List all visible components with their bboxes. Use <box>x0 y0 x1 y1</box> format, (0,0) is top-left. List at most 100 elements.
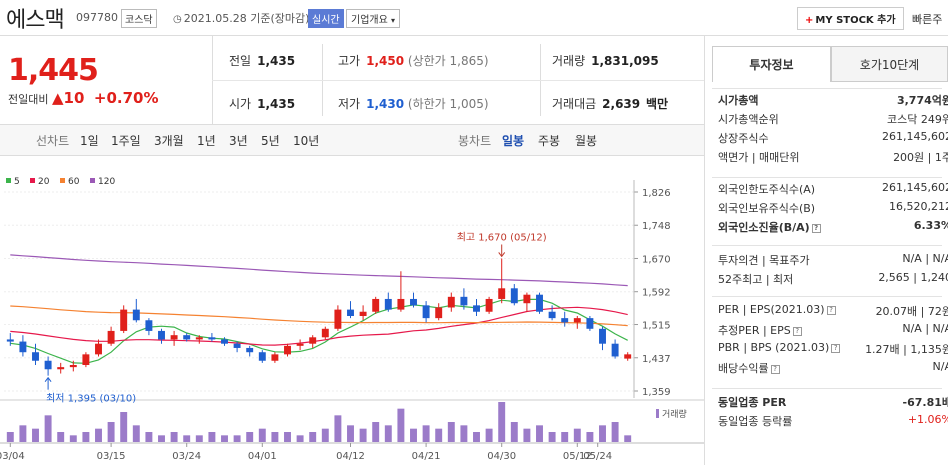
volume-bar <box>586 432 594 442</box>
help-icon[interactable]: ? <box>831 343 841 353</box>
legend-label: 5 <box>14 177 20 187</box>
stock-header <box>0 0 948 36</box>
candle-body <box>284 345 291 355</box>
help-icon[interactable]: ? <box>826 305 836 315</box>
volume-bar <box>435 428 443 442</box>
section-divider <box>712 177 942 178</box>
volume-label: 거래량 <box>662 408 687 420</box>
tab-3y[interactable]: 3년 <box>229 134 248 148</box>
candle-body <box>435 307 443 319</box>
y-tick-label: 1,592 <box>642 288 671 299</box>
line-chart-label: 선차트 <box>36 134 70 148</box>
info-value: N/A <box>932 360 948 373</box>
candle-body <box>447 296 455 308</box>
volume-bar <box>132 425 140 442</box>
ma-line-20 <box>10 306 628 346</box>
tab-investment-info[interactable]: 투자정보 <box>712 46 831 82</box>
info-label: 시가총액 <box>718 94 759 107</box>
tab-3m[interactable]: 3개월 <box>154 134 184 148</box>
y-tick-label: 1,826 <box>642 188 671 199</box>
min-arrow-icon <box>44 376 52 382</box>
info-row: 추정PER | EPS? N/A | N/A <box>718 322 948 341</box>
candle-body <box>195 337 203 340</box>
legend-swatch <box>90 178 95 183</box>
chart-legend: 5 20 60 120 <box>6 177 115 187</box>
volume-bar <box>447 422 455 442</box>
x-tick-label: 04/01 <box>248 451 277 462</box>
x-tick-label: 04/12 <box>336 451 365 462</box>
volume-legend-swatch <box>656 409 659 418</box>
up-arrow-icon: ▲ <box>51 89 64 107</box>
volume-bar <box>309 432 317 442</box>
help-icon[interactable]: ? <box>811 223 821 233</box>
open-price-value: 1,435 <box>257 97 296 111</box>
change-label: 전일대비 <box>8 93 49 106</box>
candlesticks <box>6 258 632 376</box>
change-percent: +0.70% <box>93 89 159 107</box>
tab-orderbook[interactable]: 호가10단계 <box>831 46 948 82</box>
candle-body <box>95 343 102 355</box>
candle-body <box>296 343 304 346</box>
volume-bar <box>195 435 203 442</box>
x-tick-label: 05/24 <box>583 451 612 462</box>
high-price-label: 고가 <box>338 54 361 68</box>
info-value: N/A | N/A <box>902 252 948 265</box>
candle-body <box>271 354 279 361</box>
realtime-button[interactable]: 실시간 <box>308 9 344 28</box>
info-value: 2,565 | 1,240 <box>878 271 948 284</box>
company-overview-label: 기업개요 <box>351 15 388 26</box>
volume-bar <box>57 432 65 442</box>
help-icon[interactable]: ? <box>792 326 802 336</box>
volume-bar <box>44 415 52 442</box>
candle-body <box>397 298 405 310</box>
tab-5y[interactable]: 5년 <box>261 134 280 148</box>
high-price-value: 1,450 <box>366 54 405 68</box>
volume-bar <box>19 425 27 442</box>
stock-chart[interactable]: 5 20 60 120 1,8261,7481,6701,5921,5151,4371… <box>0 160 704 465</box>
trade-amount: 거래대금 2,639 백만 <box>552 95 668 112</box>
tab-1y[interactable]: 1년 <box>197 134 216 148</box>
tab-1d[interactable]: 1일 <box>80 134 99 148</box>
volume-bar <box>246 432 254 442</box>
tab-monthly[interactable]: 월봉 <box>575 134 598 148</box>
candle-body <box>82 354 90 366</box>
info-label: 투자의견 | 목표주가 <box>718 254 810 267</box>
volume-bar <box>397 408 405 442</box>
info-label: 액면가 | 매매단위 <box>718 151 800 164</box>
max-arrow-icon <box>498 252 506 258</box>
upper-limit: (상한가 1,865) <box>407 54 489 68</box>
stock-code: 097780 <box>76 11 118 24</box>
volume-bar <box>32 428 39 442</box>
moving-averages <box>10 254 628 364</box>
low-price: 저가 1,430 (하한가 1,005) <box>338 95 489 112</box>
plus-icon: + <box>805 15 814 26</box>
candle-body <box>158 330 165 340</box>
ma-line-120 <box>10 254 628 287</box>
info-row: 외국인한도주식수(A) 261,145,602 <box>718 181 948 200</box>
tab-1w[interactable]: 1주일 <box>111 134 141 148</box>
candle-body <box>170 335 178 340</box>
legend-swatch <box>6 178 11 183</box>
chart-annotations: 최고 1,670 (05/12) 최저 1,395 (03/10) <box>44 231 547 405</box>
candle-body <box>460 296 468 306</box>
info-value: +1.06% <box>907 413 948 426</box>
candle-body <box>44 360 52 370</box>
help-icon[interactable]: ? <box>770 364 780 374</box>
volume-bar <box>321 428 329 442</box>
open-price-label: 시가 <box>229 97 252 111</box>
tab-10y[interactable]: 10년 <box>293 134 320 148</box>
divider <box>212 80 704 81</box>
quick-order-link[interactable]: 빠른주 <box>912 13 943 26</box>
volume-bar <box>561 432 569 442</box>
candle-body <box>57 367 65 370</box>
my-stock-add-button[interactable]: + MY STOCK 추가 <box>797 7 904 30</box>
tab-weekly[interactable]: 주봉 <box>538 134 561 148</box>
candle-body <box>120 309 128 331</box>
candle-body <box>69 365 77 368</box>
candle-body <box>32 352 39 361</box>
company-overview-dropdown[interactable]: 기업개요 ▾ <box>346 9 401 28</box>
prev-close: 전일 1,435 <box>229 52 295 69</box>
legend-label: 120 <box>98 177 115 187</box>
tab-daily[interactable]: 일봉 <box>502 134 525 148</box>
volume-bar <box>334 415 342 442</box>
